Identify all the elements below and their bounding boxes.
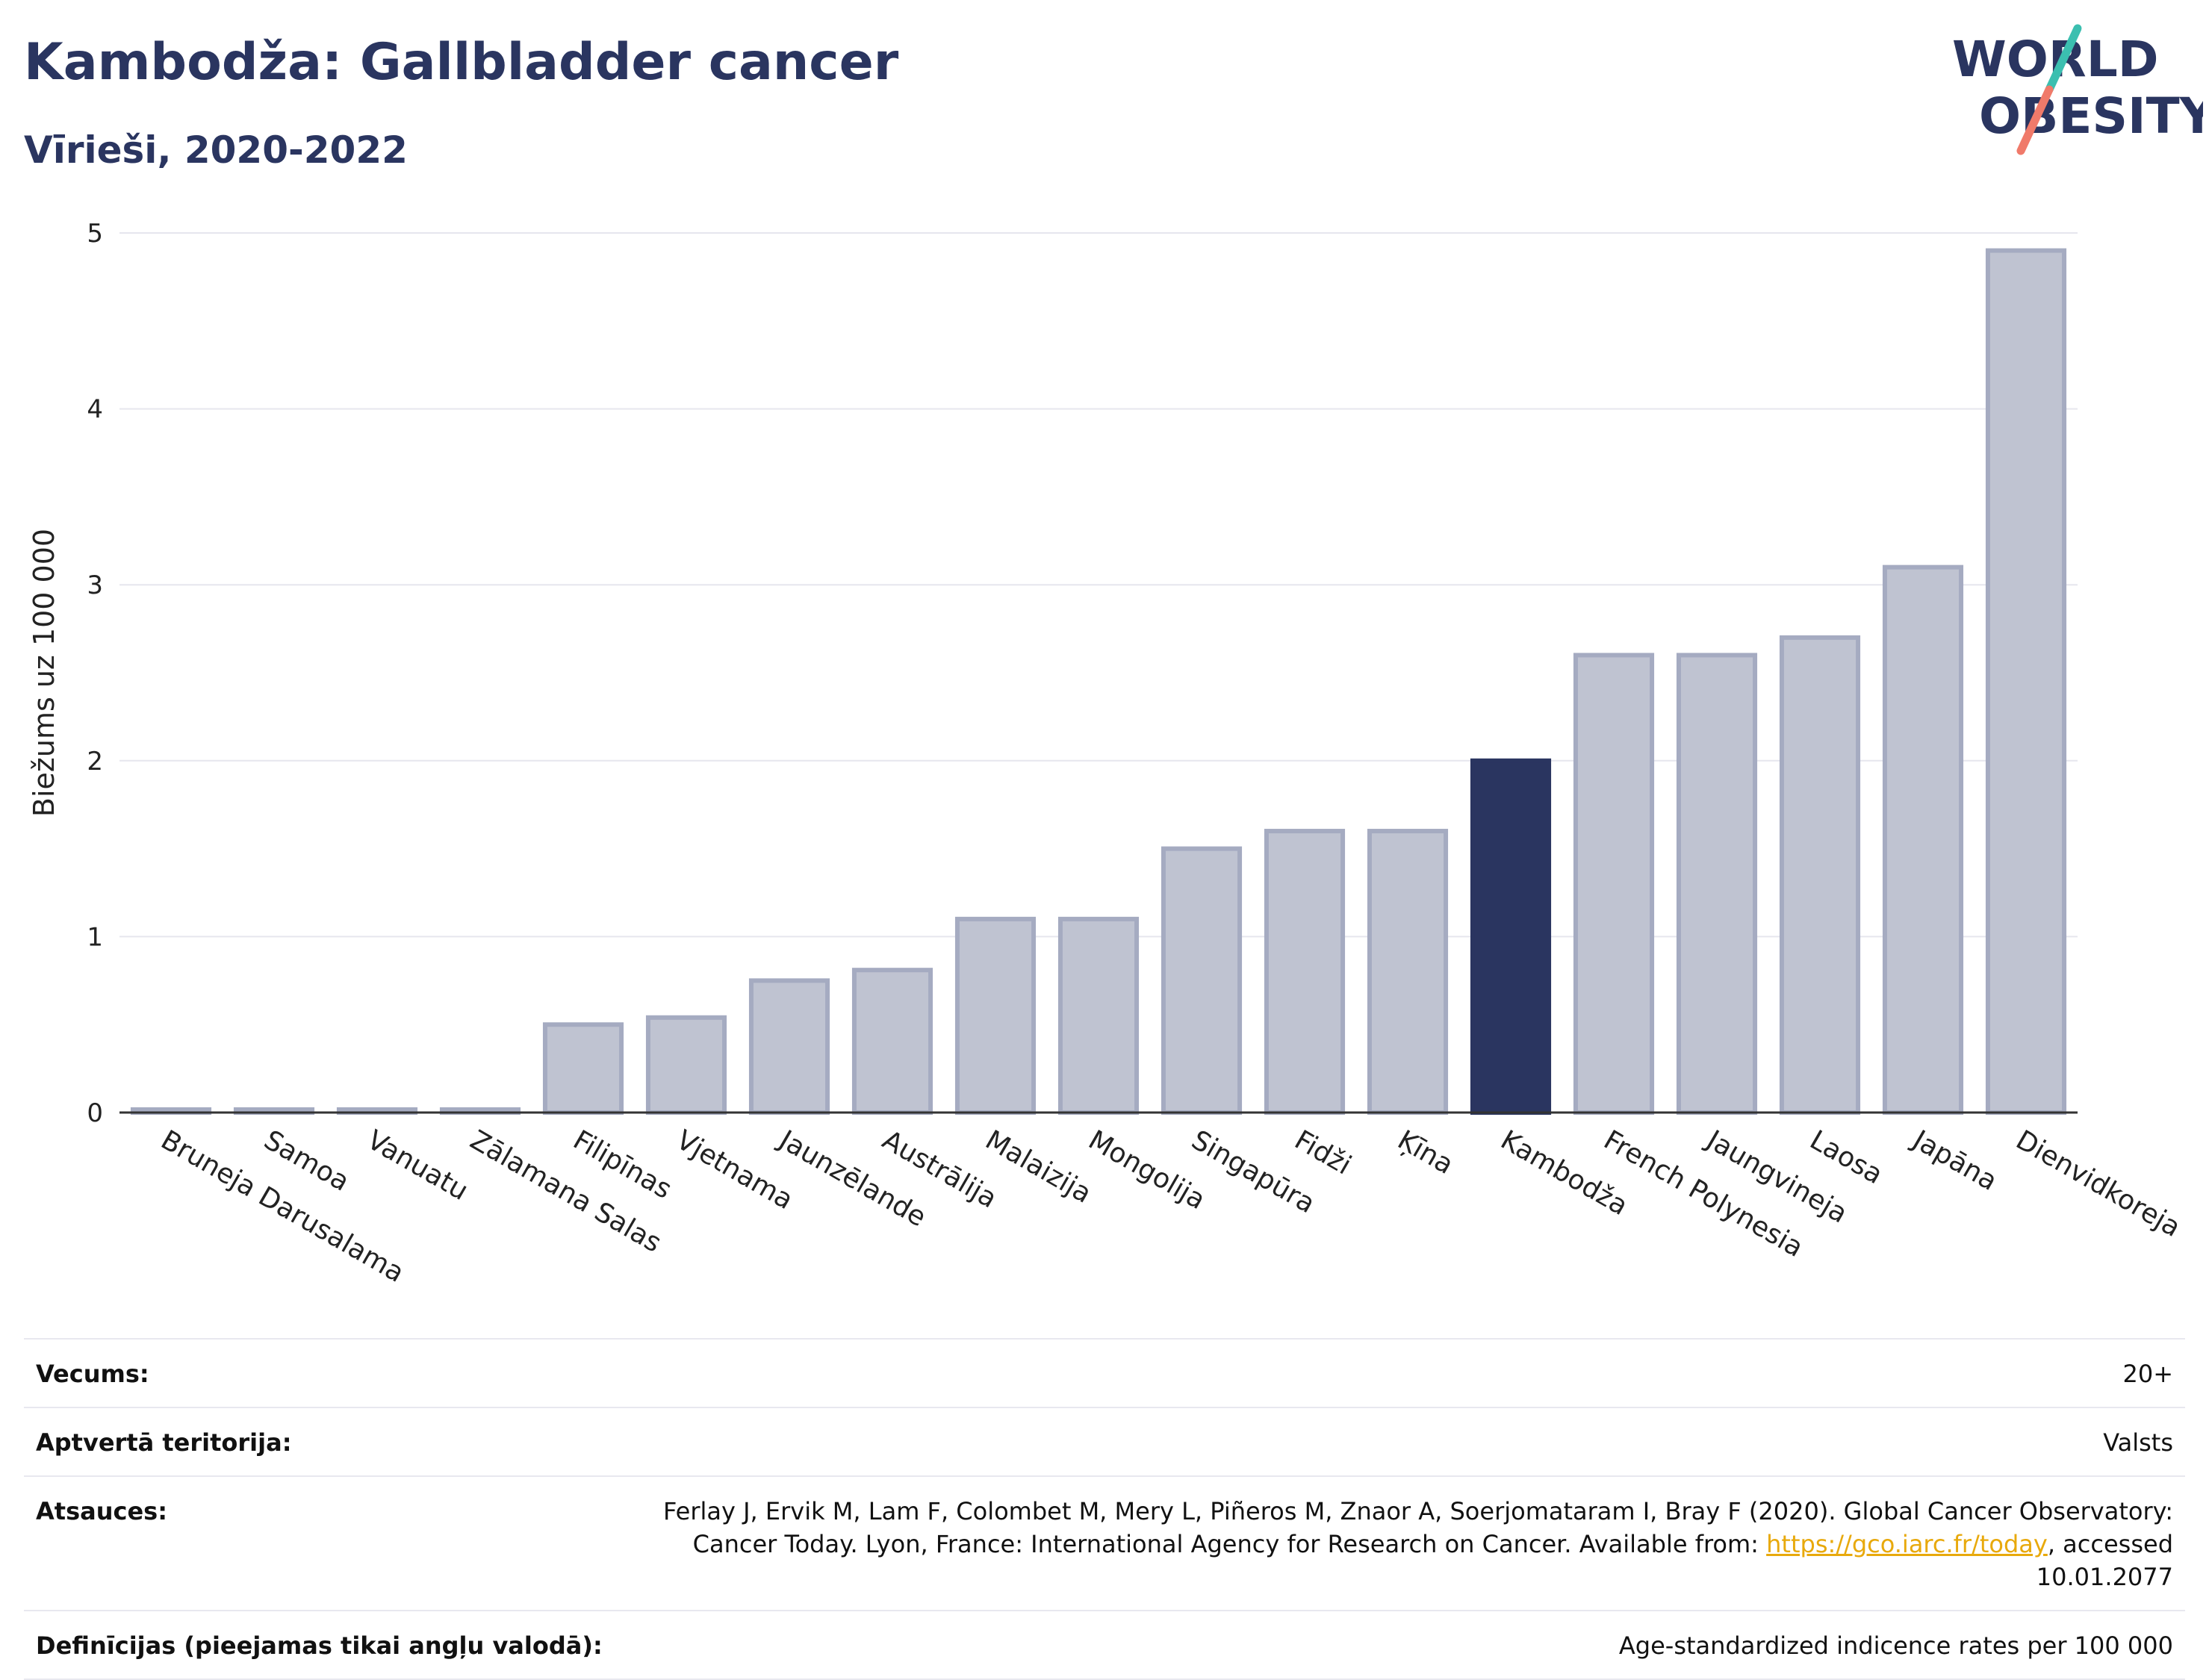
coverage-value: Valsts xyxy=(615,1407,2185,1476)
references-label: Atsauces: xyxy=(24,1475,615,1611)
y-tick-label: 2 xyxy=(87,747,103,777)
bar xyxy=(1676,653,1758,1115)
bar xyxy=(1367,829,1449,1116)
definitions-value: Age-standardized indicence rates per 100… xyxy=(615,1610,2185,1680)
meta-row-references: Atsauces: Ferlay J, Ervik M, Lam F, Colo… xyxy=(24,1475,2185,1611)
x-tick-label: Fidži xyxy=(1290,1124,1357,1180)
bar xyxy=(1057,916,1140,1115)
page-title: Kambodža: Gallbladder cancer xyxy=(24,33,899,92)
bar xyxy=(542,1022,624,1115)
x-tick-label: Japāna xyxy=(1907,1124,2002,1197)
bar xyxy=(851,968,933,1115)
y-tick-label: 5 xyxy=(87,219,103,249)
bar xyxy=(748,978,830,1116)
bar xyxy=(1470,758,1552,1115)
logo-slash-coral xyxy=(2016,85,2054,155)
meta-row-definitions: Definīcijas (pieejamas tikai angļu valod… xyxy=(24,1610,2185,1680)
definitions-label: Definīcijas (pieejamas tikai angļu valod… xyxy=(24,1610,615,1680)
metadata-table: Vecums: 20+ Aptvertā teritorija: Valsts … xyxy=(24,1338,2185,1680)
bar xyxy=(1264,829,1346,1116)
bar xyxy=(1985,248,2067,1115)
x-tick-label: Zālamana Salas xyxy=(465,1124,667,1258)
y-tick-label: 3 xyxy=(87,570,103,600)
bar xyxy=(1573,653,1655,1115)
x-tick-label: Dienvidkoreja xyxy=(2011,1124,2186,1243)
y-tick-label: 4 xyxy=(87,395,103,425)
page-subtitle: Vīrieši, 2020-2022 xyxy=(24,128,408,172)
x-tick-label: Mongolija xyxy=(1084,1124,1211,1216)
y-tick-label: 1 xyxy=(87,922,103,952)
logo-line2: OBESITY xyxy=(1979,87,2203,145)
age-value: 20+ xyxy=(615,1338,2185,1407)
logo-slash-teal xyxy=(2045,24,2082,94)
age-label: Vecums: xyxy=(24,1338,615,1407)
bar xyxy=(954,916,1037,1115)
coverage-label: Aptvertā teritorija: xyxy=(24,1407,615,1476)
meta-row-coverage: Aptvertā teritorija: Valsts xyxy=(24,1407,2185,1476)
world-obesity-logo: WORLD OBESITY xyxy=(1952,24,2203,155)
references-value: Ferlay J, Ervik M, Lam F, Colombet M, Me… xyxy=(615,1475,2185,1611)
x-tick-label: Vjetnama xyxy=(671,1124,798,1216)
bar xyxy=(645,1015,727,1115)
x-tick-label: Vanuatu xyxy=(362,1124,473,1207)
bar xyxy=(1882,564,1964,1115)
bar xyxy=(1779,635,1861,1115)
bar xyxy=(1161,846,1243,1115)
y-tick-label: 0 xyxy=(87,1098,103,1128)
x-tick-label: Laosa xyxy=(1805,1124,1888,1190)
y-axis-title: Biežums uz 100 000 xyxy=(28,529,60,817)
references-accessed: , accessed 10.01.2077 xyxy=(2036,1530,2173,1591)
x-tick-label: Malaizija xyxy=(981,1124,1097,1210)
x-tick-label: Ķīna xyxy=(1393,1124,1458,1180)
meta-row-age: Vecums: 20+ xyxy=(24,1338,2185,1407)
references-link[interactable]: https://gco.iarc.fr/today xyxy=(1766,1530,2048,1558)
references-text: Ferlay J, Ervik M, Lam F, Colombet M, Me… xyxy=(663,1497,2173,1558)
